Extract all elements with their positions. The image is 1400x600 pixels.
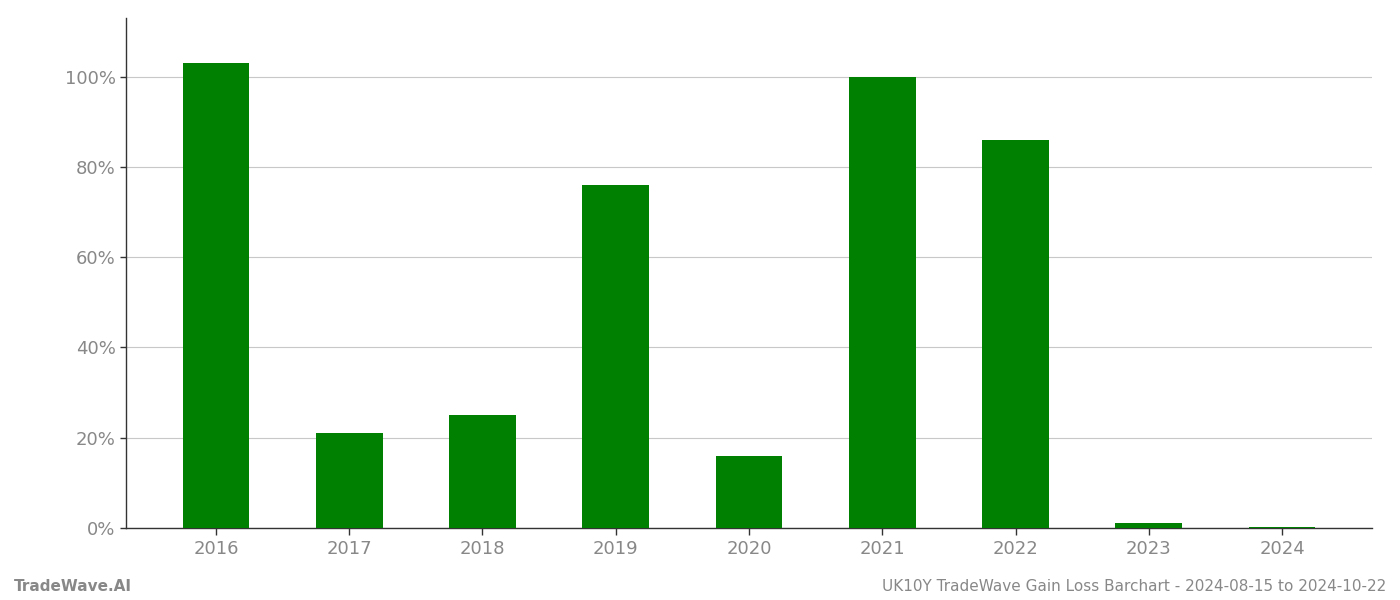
Text: UK10Y TradeWave Gain Loss Barchart - 2024-08-15 to 2024-10-22: UK10Y TradeWave Gain Loss Barchart - 202…	[882, 579, 1386, 594]
Bar	[316, 433, 382, 528]
Text: TradeWave.AI: TradeWave.AI	[14, 579, 132, 594]
Bar	[1116, 523, 1182, 528]
Bar	[848, 77, 916, 528]
Bar	[983, 140, 1049, 528]
Bar	[449, 415, 515, 528]
Bar	[182, 63, 249, 528]
Bar	[582, 185, 650, 528]
Bar	[715, 456, 783, 528]
Bar	[1249, 527, 1316, 528]
